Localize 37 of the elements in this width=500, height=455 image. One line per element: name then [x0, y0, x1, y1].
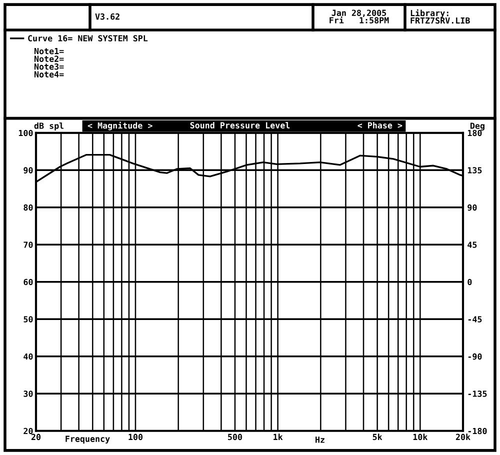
- y-tick-label: 70: [24, 242, 33, 248]
- y2-tick-label: -135: [468, 390, 487, 397]
- x-tick-label: 5k: [372, 434, 382, 440]
- text: < Phase >: [358, 122, 402, 128]
- x-tick-label: 10k: [413, 434, 428, 440]
- text: Note1= Note2= Note3= Note4=: [34, 48, 64, 78]
- text: Library: FRTZ7SRV.LIB: [410, 9, 470, 24]
- text: Hz: [316, 436, 324, 443]
- x-tick-label: 20k: [456, 434, 470, 440]
- y-tick-label: 50: [24, 316, 33, 322]
- y-tick-label: 40: [24, 353, 33, 360]
- y-tick-label: 80: [24, 204, 33, 211]
- x-tick-label: 100: [128, 434, 143, 440]
- x-tick-label: 1k: [274, 434, 283, 440]
- y2-tick-label: 135: [468, 167, 482, 174]
- y-tick-label: 90: [24, 167, 33, 174]
- x-tick-label: 500: [228, 434, 242, 440]
- y-tick-label: 30: [24, 390, 33, 397]
- y-tick-label: 20: [24, 428, 33, 434]
- text: V3.62: [95, 13, 120, 20]
- y2-tick-label: 180: [468, 130, 482, 136]
- text: Jan 28,2005 Fri 1:58PM: [330, 10, 389, 24]
- x-tick-label: 20: [31, 434, 41, 440]
- y2-tick-label: 0: [468, 278, 472, 286]
- chart-title: Sound Pressure Level: [190, 122, 290, 128]
- y2-tick-label: 45: [468, 242, 477, 248]
- y-tick-label: 100: [18, 130, 33, 136]
- y2-tick-label: -90: [468, 353, 482, 360]
- x-axis-title: Frequency: [66, 436, 110, 444]
- y2-tick-label: 90: [468, 204, 477, 211]
- legend-label: Curve 16= NEW SYSTEM SPL: [28, 35, 148, 42]
- y2-tick-label: -180: [468, 428, 487, 434]
- y2-tick-label: -45: [468, 316, 482, 322]
- y-tick-label: 60: [24, 278, 33, 286]
- y2-axis-title: Deg: [470, 122, 484, 131]
- text: < Magnitude >: [88, 122, 152, 130]
- y-axis-title: dB spl: [34, 122, 64, 131]
